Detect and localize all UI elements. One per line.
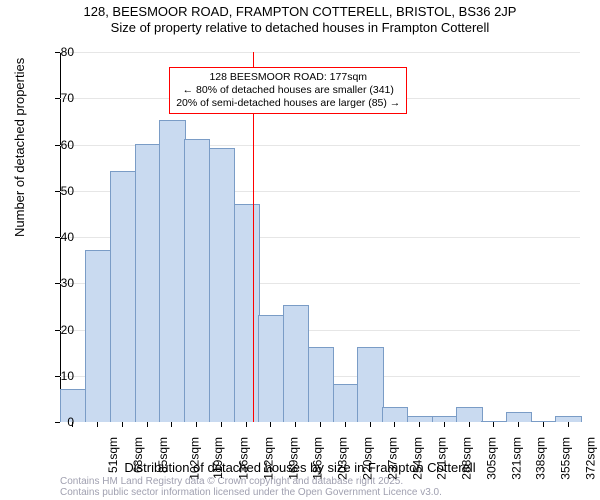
xtick-mark (370, 422, 371, 427)
histogram-bar (85, 250, 111, 422)
xtick-mark (295, 422, 296, 427)
xtick-label: 271sqm (435, 437, 449, 480)
histogram-bar (555, 416, 581, 422)
xtick-mark (493, 422, 494, 427)
histogram-bar (159, 120, 185, 422)
histogram-bar (382, 407, 408, 422)
xtick-label: 152sqm (262, 437, 276, 480)
ytick-label: 0 (34, 415, 74, 429)
title-line-2: Size of property relative to detached ho… (0, 20, 600, 36)
xtick-label: 338sqm (534, 437, 548, 480)
xtick-mark (270, 422, 271, 427)
histogram-bar (184, 139, 210, 422)
footer-line-1: Contains HM Land Registry data © Crown c… (60, 476, 442, 487)
xtick-mark (345, 422, 346, 427)
xtick-label: 220sqm (361, 437, 375, 480)
xtick-label: 51sqm (106, 437, 120, 473)
xtick-label: 288sqm (460, 437, 474, 480)
xtick-mark (196, 422, 197, 427)
histogram-bar (110, 171, 136, 422)
footer: Contains HM Land Registry data © Crown c… (60, 476, 442, 498)
xtick-label: 136sqm (237, 437, 251, 480)
xtick-mark (394, 422, 395, 427)
ytick-label: 10 (34, 369, 74, 383)
ytick-label: 30 (34, 276, 74, 290)
y-axis-label: Number of detached properties (12, 58, 27, 237)
xtick-label: 305sqm (485, 437, 499, 480)
histogram-bar (135, 144, 161, 423)
ytick-label: 20 (34, 323, 74, 337)
xtick-mark (97, 422, 98, 427)
ytick-label: 80 (34, 45, 74, 59)
ytick-label: 60 (34, 138, 74, 152)
xtick-mark (147, 422, 148, 427)
xtick-label: 102sqm (187, 437, 201, 480)
xtick-label: 119sqm (211, 437, 225, 479)
histogram-bar (432, 416, 458, 422)
histogram-bar (283, 305, 309, 422)
xtick-mark (469, 422, 470, 427)
histogram-bar (209, 148, 235, 422)
xtick-label: 237sqm (385, 437, 399, 480)
ytick-label: 40 (34, 230, 74, 244)
xtick-label: 68sqm (131, 437, 145, 473)
chart-container: 128, BEESMOOR ROAD, FRAMPTON COTTERELL, … (0, 0, 600, 500)
annotation-box: 128 BEESMOOR ROAD: 177sqm← 80% of detach… (169, 67, 407, 114)
histogram-bar (357, 347, 383, 422)
xtick-mark (543, 422, 544, 427)
xtick-mark (444, 422, 445, 427)
title-block: 128, BEESMOOR ROAD, FRAMPTON COTTERELL, … (0, 4, 600, 37)
xtick-mark (221, 422, 222, 427)
histogram-bar (234, 204, 260, 422)
annotation-line: ← 80% of detached houses are smaller (34… (176, 84, 400, 97)
xtick-mark (246, 422, 247, 427)
annotation-line: 20% of semi-detached houses are larger (… (176, 97, 400, 110)
ytick-label: 70 (34, 91, 74, 105)
xtick-mark (320, 422, 321, 427)
histogram-bar (333, 384, 359, 422)
gridline (60, 52, 580, 53)
xtick-mark (122, 422, 123, 427)
histogram-bar (258, 315, 284, 422)
xtick-label: 186sqm (311, 437, 325, 480)
xtick-label: 85sqm (156, 437, 170, 473)
xtick-label: 169sqm (286, 437, 300, 480)
xtick-label: 254sqm (410, 437, 424, 480)
histogram-bar (308, 347, 334, 422)
xtick-mark (518, 422, 519, 427)
annotation-line: 128 BEESMOOR ROAD: 177sqm (176, 71, 400, 84)
title-line-1: 128, BEESMOOR ROAD, FRAMPTON COTTERELL, … (0, 4, 600, 20)
xtick-label: 372sqm (584, 437, 598, 480)
footer-line-2: Contains public sector information licen… (60, 487, 442, 498)
ytick-label: 50 (34, 184, 74, 198)
xtick-label: 321sqm (509, 437, 523, 480)
histogram-bar (531, 421, 557, 422)
xtick-mark (568, 422, 569, 427)
xtick-mark (171, 422, 172, 427)
plot-area: 128 BEESMOOR ROAD: 177sqm← 80% of detach… (60, 52, 580, 422)
xtick-label: 203sqm (336, 437, 350, 480)
histogram-bar (456, 407, 482, 422)
xtick-mark (419, 422, 420, 427)
xtick-label: 355sqm (559, 437, 573, 480)
histogram-bar (506, 412, 532, 422)
